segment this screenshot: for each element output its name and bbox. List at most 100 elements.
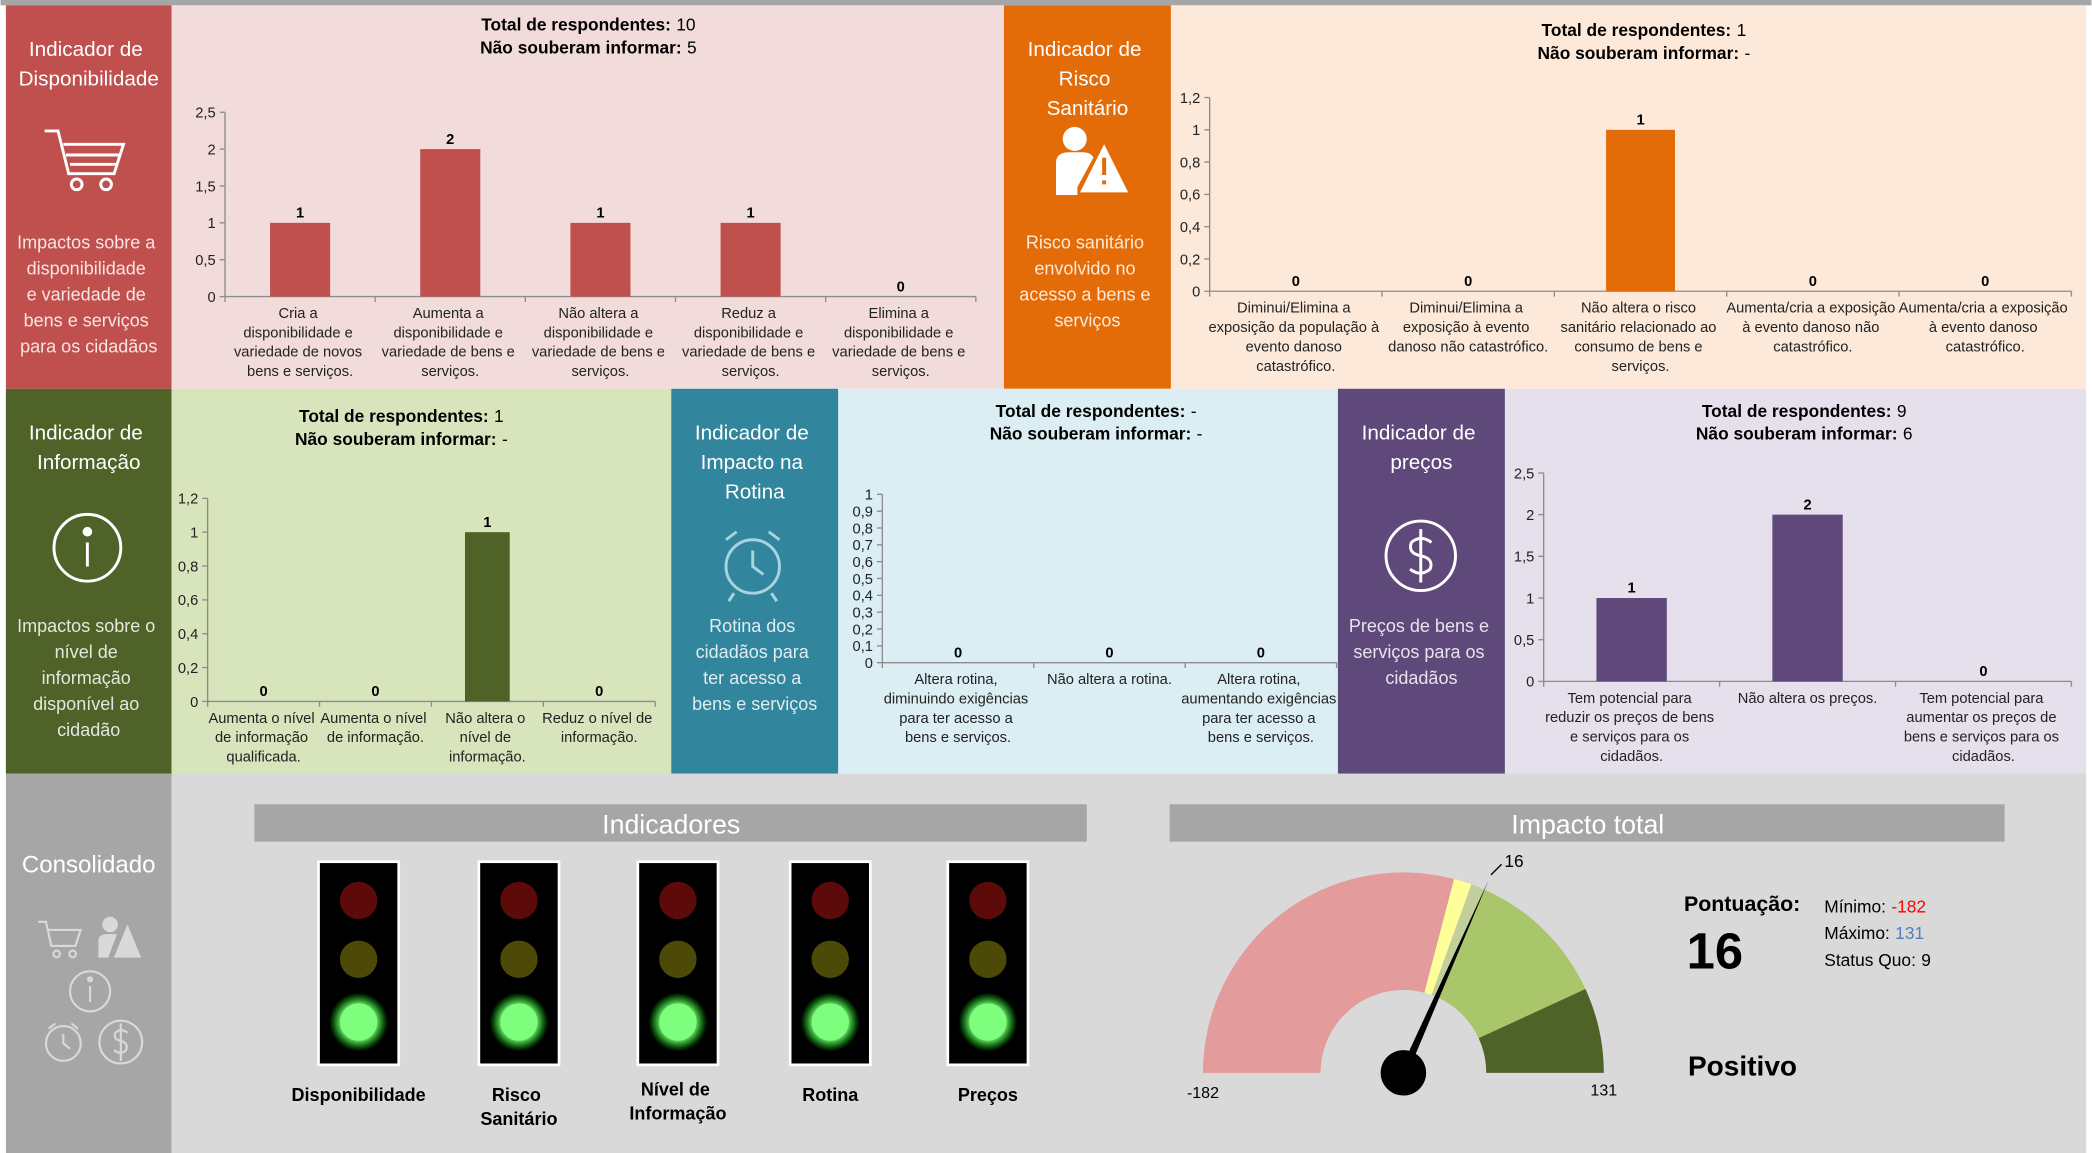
value-label: 1	[296, 206, 304, 222]
value-label: 0	[1464, 274, 1472, 290]
y-tick-label: 0,6	[853, 555, 873, 571]
respondents-label: Total de respondentes:	[481, 15, 671, 35]
y-tick-label: 1,5	[1514, 550, 1534, 566]
lamp	[812, 882, 849, 919]
score-value: 16	[1687, 923, 1743, 980]
unknown-value: 6	[1903, 424, 1913, 444]
gauge-hub	[1381, 1050, 1426, 1095]
unknown-value: 5	[687, 37, 697, 57]
needle-value-label: 16	[1504, 851, 1523, 871]
y-tick-label: 0,9	[853, 505, 873, 521]
score-label: Pontuação:	[1684, 892, 1800, 916]
y-tick-label: 0	[1192, 285, 1200, 301]
y-tick-label: 2,5	[1514, 466, 1534, 482]
value-label: 1	[1636, 112, 1644, 128]
y-tick-label: 0,8	[178, 559, 198, 575]
unknown-label: Não souberam informar:	[1538, 43, 1740, 63]
y-tick-label: 0,4	[178, 627, 198, 643]
x-tick-label: Não altera os preços.	[1738, 691, 1878, 707]
value-label: 0	[1981, 274, 1989, 290]
stat-line: Mínimo:-182	[1824, 897, 1926, 917]
lamp	[659, 941, 696, 978]
lamp	[812, 941, 849, 978]
lamp	[500, 882, 537, 919]
y-tick-label: 0,4	[853, 589, 873, 605]
bar	[1606, 130, 1675, 291]
lamp	[659, 882, 696, 919]
panel-side	[671, 389, 838, 774]
respondents-value: 1	[494, 406, 504, 426]
bar	[1772, 515, 1842, 682]
y-tick-label: 0,8	[853, 521, 873, 537]
y-tick-label: 1	[190, 526, 198, 542]
value-label: 0	[595, 684, 603, 700]
y-tick-label: 0	[1526, 675, 1534, 691]
stat-value: 9	[1921, 950, 1931, 970]
y-tick-label: 2,5	[195, 106, 215, 122]
y-tick-label: 0,5	[853, 572, 873, 588]
respondents-label: Total de respondentes:	[1702, 401, 1892, 421]
y-tick-label: 0,2	[853, 622, 873, 638]
bar	[270, 223, 330, 297]
indicator-label: Disponibilidade	[292, 1085, 426, 1105]
x-tick-label: Não altera a rotina.	[1047, 672, 1172, 688]
stat-label: Status Quo:	[1824, 950, 1916, 970]
bar	[570, 223, 630, 297]
y-tick-label: 0,6	[1180, 188, 1200, 204]
stat-value: 131	[1895, 923, 1924, 943]
y-tick-label: 0,5	[195, 253, 215, 269]
y-tick-label: 2	[207, 142, 215, 158]
unknown-label: Não souberam informar:	[990, 424, 1192, 444]
unknown-label: Não souberam informar:	[295, 429, 497, 449]
gauge-min-label: -182	[1187, 1084, 1219, 1102]
y-tick-label: 2	[1526, 508, 1534, 524]
value-label: 0	[1292, 274, 1300, 290]
indicator-label: Preços	[958, 1085, 1018, 1105]
lamp	[340, 1003, 377, 1040]
lamp	[969, 941, 1006, 978]
y-tick-label: 0,5	[1514, 633, 1534, 649]
respondents-value: -	[1191, 401, 1197, 421]
respondents-line: Total de respondentes:10	[481, 15, 695, 35]
unknown-line: Não souberam informar:-	[1538, 43, 1751, 63]
y-tick-label: 0	[190, 695, 198, 711]
stat-value: -182	[1891, 897, 1926, 917]
y-tick-label: 0,6	[178, 593, 198, 609]
respondents-line: Total de respondentes:1	[299, 406, 504, 426]
value-label: 0	[259, 684, 267, 700]
y-tick-label: 1	[1526, 591, 1534, 607]
bar	[420, 149, 480, 296]
stat-line: Máximo:131	[1824, 923, 1924, 943]
x-tick-label: Diminui/Elimina a exposição à evento dan…	[1388, 301, 1548, 356]
value-label: 0	[954, 645, 962, 661]
value-label: 1	[747, 206, 755, 222]
stat-label: Mínimo:	[1824, 897, 1886, 917]
panel-side	[6, 5, 172, 388]
y-tick-label: 1,5	[195, 179, 215, 195]
panel-side	[1004, 5, 1171, 388]
y-tick-label: 0	[207, 290, 215, 306]
top-strip	[1, 0, 2092, 5]
y-tick-label: 0,3	[853, 606, 873, 622]
lamp	[500, 941, 537, 978]
value-label: 0	[1809, 274, 1817, 290]
respondents-value: 10	[676, 15, 695, 35]
respondents-line: Total de respondentes:9	[1702, 401, 1907, 421]
lamp	[340, 941, 377, 978]
value-label: 2	[1803, 497, 1811, 513]
lamp	[969, 882, 1006, 919]
bar	[1596, 598, 1666, 681]
indicator-label: Rotina	[802, 1085, 859, 1105]
lamp	[659, 1003, 696, 1040]
y-tick-label: 1,2	[178, 492, 198, 508]
respondents-label: Total de respondentes:	[996, 401, 1186, 421]
stat-line: Status Quo:9	[1824, 950, 1931, 970]
consolidado-side	[6, 774, 172, 1153]
y-tick-label: 0,1	[853, 639, 873, 655]
value-label: 0	[1105, 645, 1113, 661]
y-tick-label: 0,7	[853, 538, 873, 554]
value-label: 1	[483, 515, 491, 531]
dashboard: Indicador de DisponibilidadeImpactos sob…	[0, 0, 2092, 1153]
y-tick-label: 1	[865, 488, 873, 504]
unknown-line: Não souberam informar:-	[295, 429, 508, 449]
